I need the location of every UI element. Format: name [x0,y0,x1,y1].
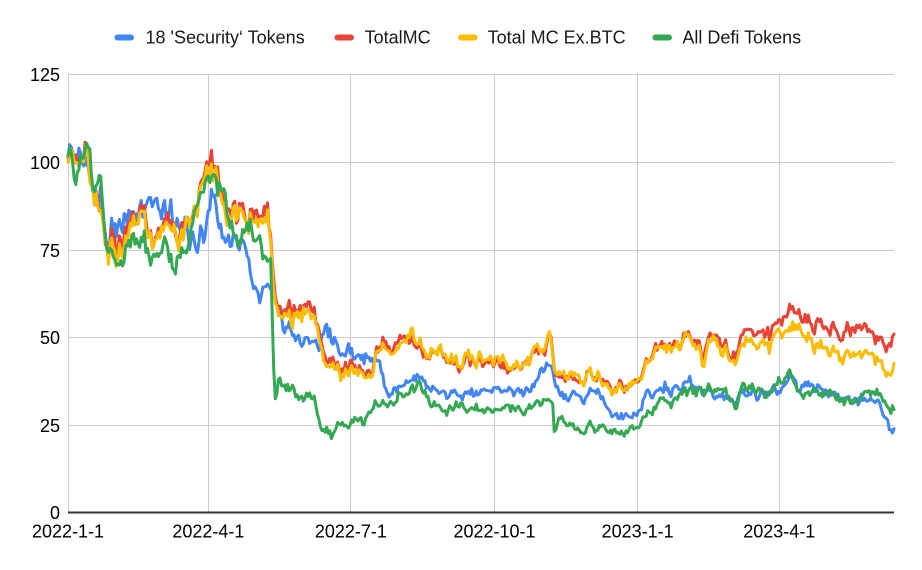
svg-text:2022-4-1: 2022-4-1 [172,522,244,542]
svg-text:2023-4-1: 2023-4-1 [743,522,815,542]
svg-text:TotalMC: TotalMC [365,28,431,48]
svg-text:2023-1-1: 2023-1-1 [602,522,674,542]
svg-text:100: 100 [30,153,60,173]
svg-text:2022-10-1: 2022-10-1 [453,522,535,542]
svg-text:125: 125 [30,65,60,85]
svg-text:75: 75 [40,241,60,261]
svg-text:18 'Security‘ Tokens: 18 'Security‘ Tokens [146,28,305,48]
svg-text:Total MC Ex.BTC: Total MC Ex.BTC [488,28,626,48]
svg-text:All Defi Tokens: All Defi Tokens [682,28,801,48]
svg-text:0: 0 [50,503,60,523]
svg-text:25: 25 [40,416,60,436]
svg-text:2022-7-1: 2022-7-1 [315,522,387,542]
svg-text:2022-1-1: 2022-1-1 [32,522,104,542]
svg-text:50: 50 [40,328,60,348]
